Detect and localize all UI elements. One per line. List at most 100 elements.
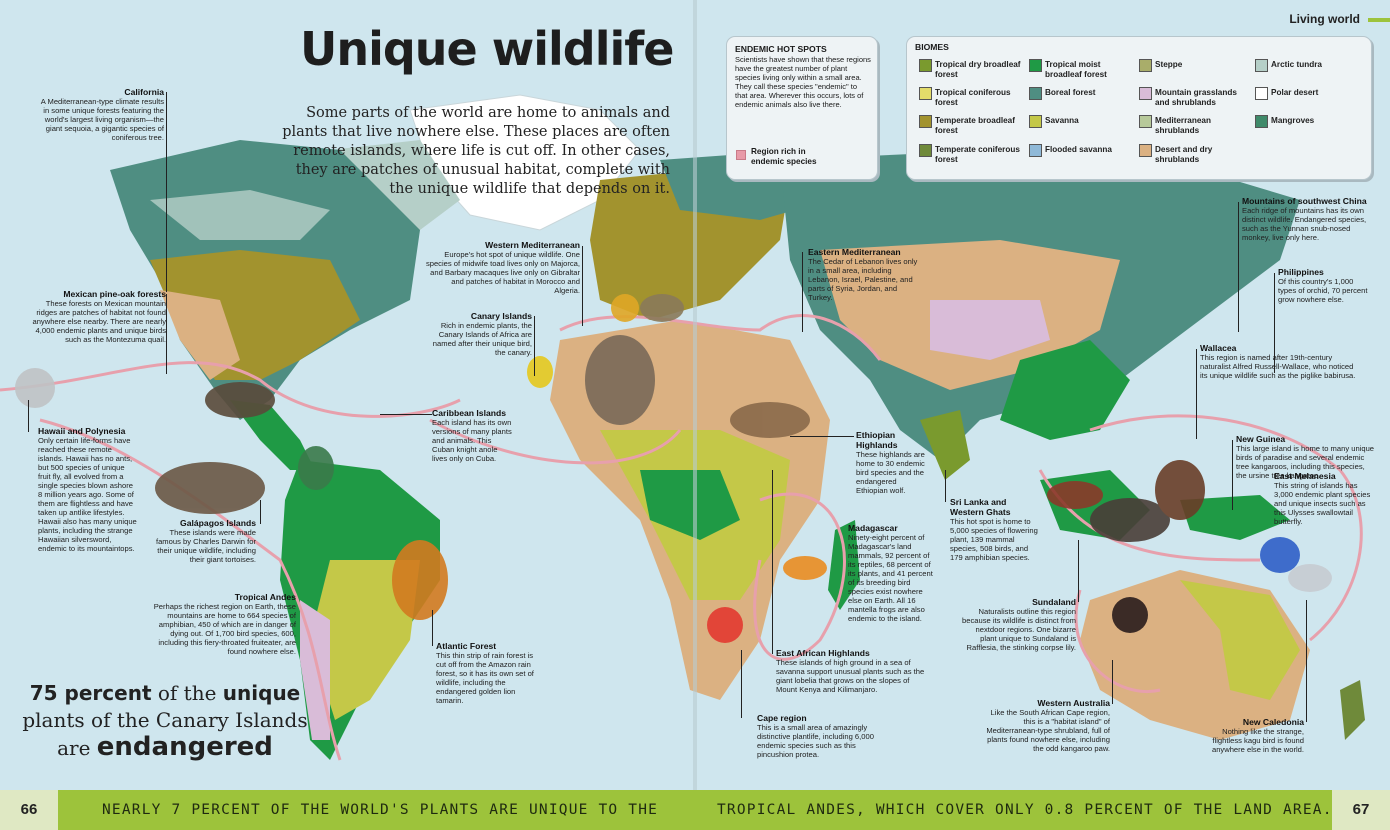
leader-line (802, 252, 803, 332)
biome-label: Savanna (1045, 116, 1079, 125)
annotation-text: Like the South African Cape region, this… (986, 708, 1110, 753)
annotation-madagascar: Madagascar Ninety-eight percent of Madaga… (848, 523, 938, 623)
annotation-title: Cape region (757, 713, 807, 723)
annotation-canary: Canary Islands Rich in endemic plants, th… (424, 311, 532, 357)
biome-swatch (1139, 59, 1152, 72)
annotation-text: Europe's hot spot of unique wildlife. On… (425, 250, 580, 295)
annotation-title: Canary Islands (470, 311, 532, 321)
biome-label: Polar desert (1271, 88, 1319, 97)
biome-swatch (1139, 87, 1152, 100)
biome-label: Arctic tundra (1271, 60, 1322, 69)
footer-fact-right: TROPICAL ANDES, WHICH COVER ONLY 0.8 PER… (717, 802, 1333, 818)
annotation-text: Nothing like the strange, flightless kag… (1211, 727, 1304, 754)
biome-swatch (1139, 115, 1152, 128)
annotation-title: Eastern Mediterranean (808, 247, 901, 257)
annotation-california: California A Mediterranean-type climate r… (36, 87, 164, 142)
annotation-eastafrica: East African Highlands These islands of h… (776, 648, 930, 694)
annotation-title: Sundaland (1032, 597, 1076, 607)
annotation-text: This thin strip of rain forest is cut of… (436, 651, 534, 705)
biome-label: Desert and dry shrublands (1155, 145, 1213, 164)
annotation-title: Hawaii and Polynesia (38, 426, 126, 436)
stat-emphasis: unique (222, 681, 301, 705)
annotation-title: Philippines (1278, 267, 1324, 277)
annotation-srilanka: Sri Lanka and Western Ghats This hot spot… (950, 497, 1042, 562)
annotation-title: Wallacea (1200, 343, 1237, 353)
annotation-ethiopian: Ethiopian Highlands These highlands are h… (856, 430, 928, 495)
leader-line (166, 92, 167, 292)
biome-label: Tropical moist broadleaf forest (1045, 60, 1107, 79)
annotation-text: Of this country's 1,000 types of orchid,… (1278, 277, 1368, 304)
intro-text: Some parts of the world are home to anim… (282, 105, 670, 197)
biome-swatch (919, 115, 932, 128)
leader-line (1306, 600, 1307, 722)
annotation-title: Mexican pine-oak forests (63, 289, 166, 299)
leader-line (741, 650, 742, 718)
annotation-wallacea: Wallacea This region is named after 19th-… (1200, 343, 1360, 380)
annotation-text: This is a small area of amazingly distin… (757, 723, 874, 759)
hotspot-key-swatch (736, 150, 746, 160)
biome-swatch (1255, 59, 1268, 72)
leader-line (1078, 540, 1079, 602)
annotation-title: Atlantic Forest (436, 641, 497, 651)
leader-line (1238, 202, 1239, 332)
hotspots-text: Scientists have shown that these regions… (735, 55, 871, 109)
biome-swatch (1255, 87, 1268, 100)
leader-line (432, 610, 433, 646)
hotspots-panel: ENDEMIC HOT SPOTS Scientists have shown … (726, 36, 878, 180)
annotation-text: These islands were made famous by Charle… (155, 528, 256, 564)
annotation-swchina: Mountains of southwest China Each ridge o… (1242, 196, 1378, 242)
page-number-left: 66 (0, 790, 58, 830)
annotation-eastmed: Eastern Mediterranean The Cedar of Lebano… (808, 247, 922, 302)
page-title: Unique wildlife (300, 22, 674, 76)
annotation-text: Naturalists outline this region because … (962, 607, 1076, 652)
annotation-newguinea: New Guinea This large island is home to m… (1236, 434, 1376, 480)
biomes-heading: BIOMES (915, 42, 949, 52)
leader-line (534, 316, 535, 376)
annotation-text: A Mediterranean-type climate results in … (40, 97, 164, 142)
stat-text: are (57, 736, 97, 760)
biome-swatch (919, 87, 932, 100)
leader-line (1112, 660, 1113, 704)
annotation-title: Galápagos Islands (180, 518, 256, 528)
annotation-title: East Melanesia (1274, 471, 1336, 481)
page-number-right: 67 (1332, 790, 1390, 830)
annotation-title: Western Australia (1037, 698, 1110, 708)
annotation-cape: Cape region This is a small area of amazi… (757, 713, 881, 759)
annotation-mexican: Mexican pine-oak forests These forests on… (24, 289, 166, 344)
annotation-text: Ninety-eight percent of Madagascar's lan… (848, 533, 933, 623)
annotation-title: New Guinea (1236, 434, 1286, 444)
annotation-text: This hot spot is home to 5,000 species o… (950, 517, 1038, 562)
stat-callout: 75 percent of the unique plants of the C… (20, 680, 310, 762)
biome-swatch (1029, 59, 1042, 72)
annotation-text: This region is named after 19th-century … (1200, 353, 1356, 380)
annotation-text: These forests on Mexican mountain ridges… (32, 299, 166, 344)
annotation-text: Perhaps the richest region on Earth, the… (153, 602, 296, 656)
leader-line (166, 294, 167, 374)
biome-label: Boreal forest (1045, 88, 1096, 97)
annotation-text: Each ridge of mountains has its own dist… (1242, 206, 1367, 242)
stat-percent: 75 percent (29, 681, 152, 705)
section-accent-bar (1368, 18, 1390, 22)
leader-line (1274, 273, 1275, 373)
leader-line (582, 246, 583, 326)
annotation-text: The Cedar of Lebanon lives only in a sma… (808, 257, 918, 302)
leader-line (945, 470, 946, 502)
annotation-title: New Caledonia (1242, 717, 1304, 727)
biome-swatch (1255, 115, 1268, 128)
annotation-text: Only certain life-forms have reached the… (38, 436, 137, 553)
biome-label: Temperate coniferous forest (935, 145, 1020, 164)
leader-line (28, 400, 29, 432)
annotation-newcal: New Caledonia Nothing like the strange, f… (1200, 717, 1304, 754)
annotation-andes: Tropical Andes Perhaps the richest region… (140, 592, 296, 656)
annotation-westaus: Western Australia Like the South African … (980, 698, 1110, 753)
biome-swatch (1029, 144, 1042, 157)
annotation-text: These islands of high ground in a sea of… (776, 658, 925, 694)
annotation-westmed: Western Mediterranean Europe's hot spot o… (424, 240, 580, 295)
annotation-philippines: Philippines Of this country's 1,000 types… (1278, 267, 1368, 304)
annotation-title: California (124, 87, 164, 97)
footer-fact-left: NEARLY 7 PERCENT OF THE WORLD'S PLANTS A… (102, 802, 659, 818)
annotation-sundaland: Sundaland Naturalists outline this region… (958, 597, 1076, 652)
biome-label: Tropical coniferous forest (935, 88, 1011, 107)
hotspot-key-label: Region rich in endemic species (751, 147, 817, 166)
